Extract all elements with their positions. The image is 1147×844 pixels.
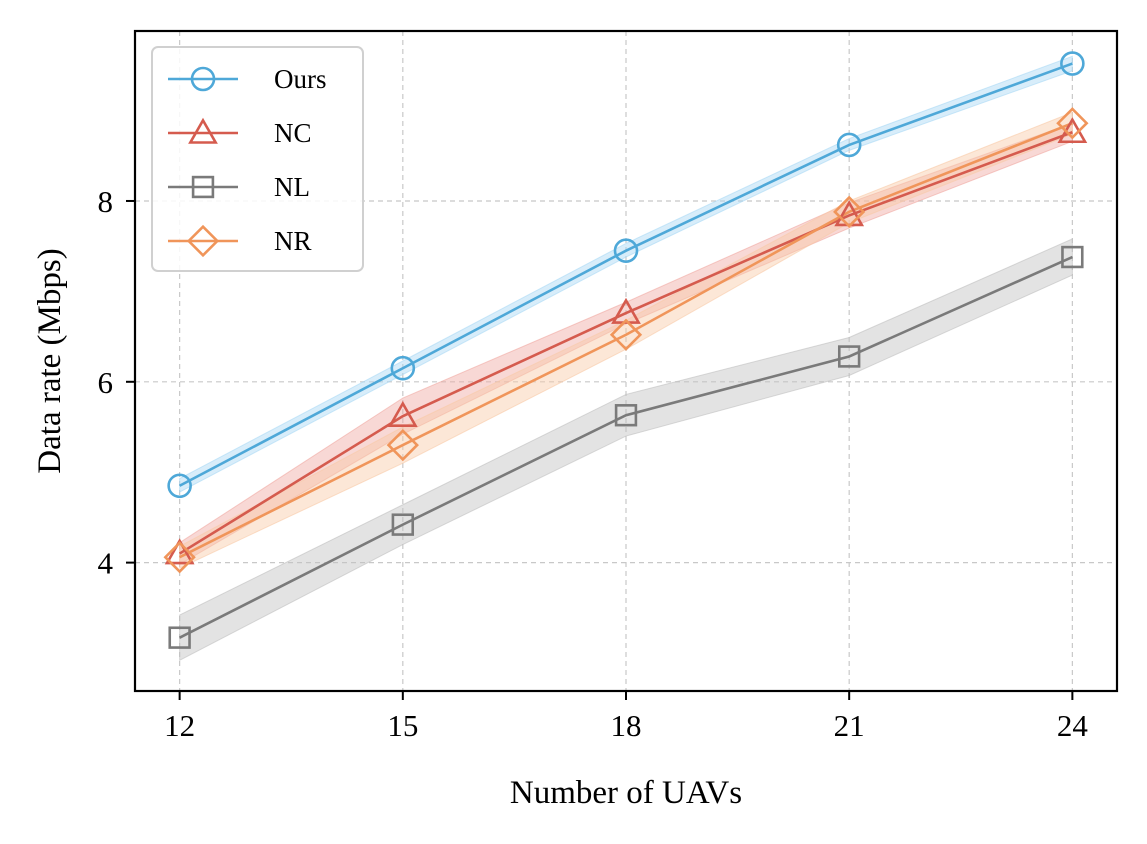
legend-marker-ours (190, 66, 216, 92)
point-nl-24 (1061, 245, 1084, 269)
legend-label-nl: NL (274, 172, 310, 202)
series-lines (178, 62, 1073, 639)
legend-item-nr: NR (168, 224, 312, 258)
y-axis-title: Data rate (Mbps) (32, 248, 68, 473)
point-ours-12 (167, 473, 192, 499)
legend-item-nc: NC (168, 117, 312, 148)
legend-label-nc: NC (274, 118, 312, 148)
point-ours-15 (390, 355, 416, 381)
point-nr-18 (609, 318, 643, 351)
series-line-nr (179, 122, 1073, 559)
legend-label-nr: NR (274, 226, 312, 256)
point-nc-12 (164, 538, 195, 565)
x-tick-label: 24 (1057, 708, 1089, 743)
point-nr-15 (386, 428, 419, 462)
point-ours-24 (1060, 51, 1085, 76)
axis-ticks: 12 15 18 21 24 4 6 8 (98, 184, 1089, 743)
x-tick-label: 15 (387, 708, 418, 743)
point-ours-21 (836, 132, 862, 158)
legend-item-ours: Ours (168, 64, 327, 94)
point-nr-21 (833, 195, 866, 228)
confidence-bands (179, 55, 1073, 662)
point-nr-12 (163, 541, 196, 574)
series-line-nl (179, 255, 1073, 639)
series-line-nc (178, 131, 1073, 555)
band-nr (179, 111, 1073, 569)
legend: Ours NC NL NR (151, 46, 364, 272)
y-tick-label: 6 (98, 365, 114, 400)
band-nl (179, 238, 1073, 662)
x-tick-label: 18 (611, 708, 642, 743)
point-ours-18 (613, 238, 639, 263)
point-nl-12 (168, 626, 191, 649)
grid-lines (135, 31, 1117, 691)
legend-label-ours: Ours (274, 64, 327, 94)
legend-marker-nl (191, 175, 215, 199)
x-tick-label: 12 (164, 708, 195, 743)
series-line-ours (179, 62, 1073, 487)
series-markers (163, 51, 1089, 649)
point-nc-15 (387, 400, 418, 427)
legend-item-nl: NL (168, 172, 310, 202)
band-ours (179, 55, 1073, 493)
point-nc-18 (611, 297, 641, 324)
point-nl-18 (614, 404, 638, 427)
point-nr-24 (1056, 107, 1089, 140)
point-nl-21 (837, 345, 861, 368)
legend-box (151, 46, 364, 272)
legend-marker-nr (186, 224, 220, 258)
y-tick-label: 4 (98, 546, 114, 581)
y-tick-label: 8 (98, 184, 114, 219)
x-axis-title: Number of UAVs (510, 775, 742, 811)
x-tick-label: 21 (834, 708, 865, 743)
point-nl-15 (391, 513, 415, 536)
legend-marker-nc (188, 117, 218, 144)
